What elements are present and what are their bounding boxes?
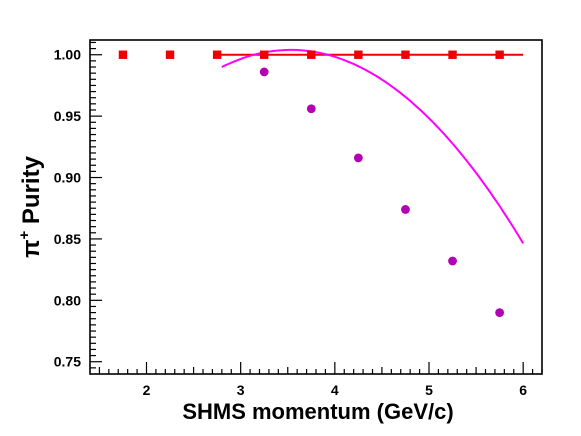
y-tick-label: 0.95 xyxy=(54,108,81,124)
y-tick-labels: 0.75 0.80 0.85 0.90 0.95 1.00 xyxy=(54,47,81,370)
y-axis-title-superscript: + xyxy=(16,231,33,240)
y-axis-title: π+ Purity xyxy=(16,155,45,257)
data-points xyxy=(118,50,505,318)
data-point-circle xyxy=(448,256,457,266)
y-tick-label: 0.80 xyxy=(54,292,81,308)
axis-ticks xyxy=(90,41,543,374)
y-tick-label: 0.85 xyxy=(54,231,81,247)
data-point-square xyxy=(448,50,457,59)
data-point-square xyxy=(495,50,504,59)
data-point-square xyxy=(354,50,363,59)
data-point-square xyxy=(260,50,269,59)
data-point-square xyxy=(165,50,175,59)
fit-lines xyxy=(217,48,525,244)
y-axis-title-suffix: Purity xyxy=(18,155,45,230)
data-point-circle xyxy=(259,67,269,77)
plot-frame xyxy=(89,39,543,375)
x-tick-label: 6 xyxy=(519,382,527,398)
data-point-circle xyxy=(306,104,316,114)
fit-line-curve xyxy=(221,48,525,244)
data-point-square xyxy=(118,50,128,59)
data-point-circle xyxy=(353,153,363,163)
y-tick-label: 1.00 xyxy=(54,47,81,63)
y-tick-label: 0.90 xyxy=(54,170,81,186)
x-tick-label: 2 xyxy=(143,382,151,398)
y-axis-title-prefix: π xyxy=(18,240,45,258)
x-axis-title: SHMS momentum (GeV/c) xyxy=(182,399,453,424)
x-tick-label: 5 xyxy=(425,382,433,398)
data-point-circle xyxy=(401,205,410,214)
data-point-circle xyxy=(495,308,505,318)
data-point-square xyxy=(212,50,222,59)
x-tick-label: 4 xyxy=(331,382,339,398)
x-tick-label: 3 xyxy=(237,382,245,398)
data-point-square xyxy=(401,50,410,59)
x-tick-labels: 2 3 4 5 6 xyxy=(143,382,528,398)
data-point-square xyxy=(307,50,316,59)
y-tick-label: 0.75 xyxy=(54,354,81,370)
